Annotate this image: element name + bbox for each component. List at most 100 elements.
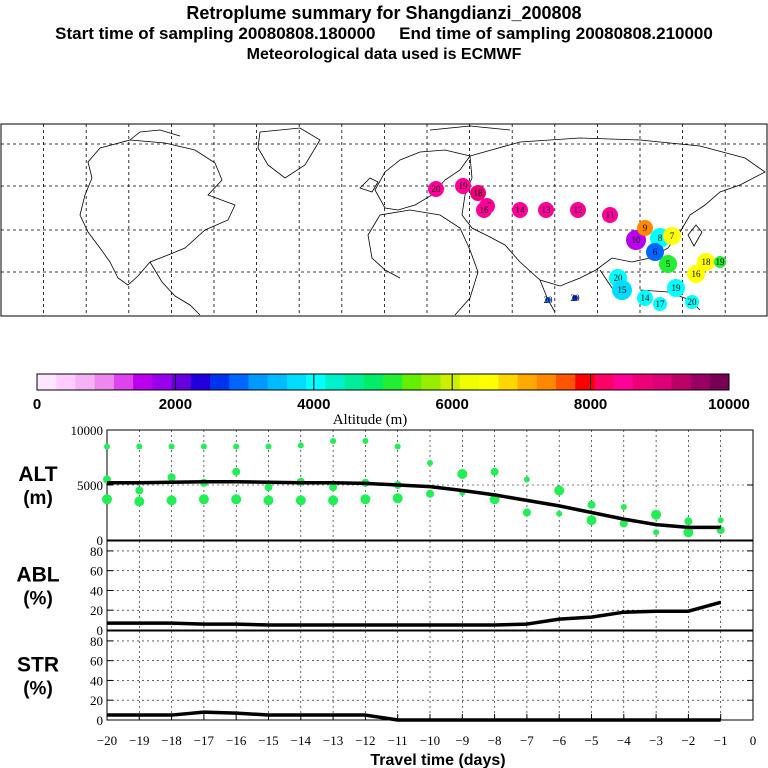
y-tick-label: 80 <box>90 544 103 559</box>
plume-dot <box>653 297 667 311</box>
colorbar-swatch <box>286 374 307 390</box>
plume-day-label: 14 <box>516 205 526 215</box>
x-axis: −20 −19 −18 −17 −16 −15 −14 −13 −12 −11 −10 −9 −8 −7−… <box>97 714 756 748</box>
plume-dot <box>572 295 578 301</box>
colorbar-swatch <box>248 374 268 390</box>
x-tick-label: −4 <box>617 733 631 748</box>
panel-ylabel-name: ALT <box>18 463 57 486</box>
plume-dot <box>637 220 653 236</box>
colorbar-swatch <box>113 374 134 390</box>
alt-cluster-point <box>102 494 112 505</box>
plume-day-label: 20 <box>614 273 624 283</box>
colorbar-tick-label: 10000 <box>708 396 750 413</box>
alt-cluster-point <box>198 494 209 505</box>
plume-dot <box>687 265 705 283</box>
panel-ylabel-unit: (m) <box>23 488 53 509</box>
colorbar-label: Altitude (m) <box>333 412 408 428</box>
alt-cluster-point <box>360 494 371 505</box>
y-tick-label: 40 <box>90 583 103 598</box>
plume-dot <box>455 178 471 194</box>
alt-cluster-point <box>168 443 175 450</box>
y-tick-label: 80 <box>90 634 103 649</box>
x-tick-label: −9 <box>455 733 469 748</box>
plume-dot <box>667 279 685 297</box>
plume-dot <box>685 295 699 309</box>
sampling-times: Start time of sampling 20080808.180000 E… <box>0 24 768 44</box>
colorbar-tick-label: 0 <box>33 396 41 413</box>
alt-cluster-point <box>426 489 434 498</box>
alt-cluster-point <box>651 509 662 520</box>
plume-dot <box>637 290 653 306</box>
x-tick-label: −5 <box>585 733 599 748</box>
plume-dot <box>470 185 486 201</box>
plume-day-label: 10 <box>632 235 642 245</box>
x-tick-label: 0 <box>750 733 757 748</box>
colorbar-swatch <box>652 374 672 390</box>
plume-dot <box>602 207 618 223</box>
colorbar-swatch <box>613 374 634 390</box>
alt-cluster-point <box>523 476 530 483</box>
colorbar-swatch <box>498 374 518 390</box>
colorbar-swatch <box>459 374 480 390</box>
y-tick-label: 60 <box>90 654 103 669</box>
plume-day-label: 16 <box>480 205 490 215</box>
alt-cluster-point <box>653 529 660 536</box>
panel-ylabel-unit: (%) <box>23 679 53 700</box>
colorbar-swatch <box>632 374 653 390</box>
alt-cluster-point <box>587 500 596 509</box>
colorbar-swatch <box>171 374 192 390</box>
colorbar-swatch <box>690 374 711 390</box>
met-data-note: Meteorological data used is ECMWF <box>246 46 522 63</box>
x-tick-label: −11 <box>388 733 408 748</box>
panel-ylabel-unit: (%) <box>23 589 53 610</box>
plume-dot <box>570 202 586 218</box>
plume-dot <box>659 255 677 273</box>
alt-cluster-point <box>522 508 531 517</box>
alt-cluster-point <box>684 517 693 526</box>
x-tick-label: −20 <box>97 733 117 748</box>
y-tick-label: 0 <box>97 533 104 548</box>
alt-cluster-point <box>134 496 145 507</box>
alt-cluster-point <box>233 443 240 450</box>
alt-cluster-point <box>167 473 176 482</box>
plume-day-label: 16 <box>692 269 702 279</box>
alt-cluster-point <box>329 483 338 492</box>
colorbar-swatch <box>517 374 538 390</box>
x-tick-label: −16 <box>226 733 247 748</box>
x-tick-label: −8 <box>488 733 502 748</box>
colorbar-swatch <box>421 374 441 390</box>
alt-cluster-point <box>586 515 597 526</box>
colorbar-swatch <box>479 374 499 390</box>
chart-title: Retroplume summary for Shangdianzi_20080… <box>186 3 582 23</box>
colorbar-swatch <box>671 374 691 390</box>
plume-dot <box>612 280 632 300</box>
colorbar-swatch <box>383 374 403 390</box>
x-tick-label: −14 <box>291 733 312 748</box>
x-axis-label: Travel time (days) <box>370 752 505 768</box>
series-line-alt <box>107 479 721 530</box>
panel-str: 80 60 40 20 0 STR(%) <box>17 630 754 728</box>
alt-cluster-point <box>330 438 337 444</box>
colorbar-swatch <box>306 374 326 390</box>
alt-cluster-point <box>394 443 401 450</box>
colorbar-swatch <box>210 374 230 390</box>
alt-cluster-point <box>490 467 499 476</box>
colorbar-swatch <box>556 374 576 390</box>
plume-day-label: 9 <box>643 223 648 233</box>
series-line-str <box>107 710 721 722</box>
alt-cluster-point <box>104 443 110 450</box>
plume-dot <box>545 297 551 303</box>
plume-day-label: 19 <box>716 257 726 267</box>
alt-cluster-point <box>328 495 339 506</box>
colorbar-swatch <box>402 374 422 390</box>
y-tick-label: 0 <box>97 623 104 638</box>
alt-cluster-point <box>717 517 724 524</box>
colorbar-swatch <box>363 374 384 390</box>
alt-cluster-point <box>136 443 143 450</box>
plume-day-label: 15 <box>618 285 628 295</box>
alt-cluster-point <box>297 442 304 449</box>
plume-dot <box>646 243 664 261</box>
y-tick-label: 10000 <box>71 423 104 438</box>
